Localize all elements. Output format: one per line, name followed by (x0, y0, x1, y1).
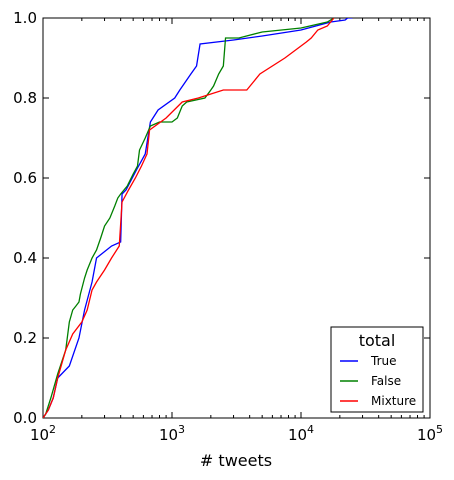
y-tick-label: 0.2 (13, 329, 37, 347)
legend-label-false: False (371, 374, 401, 388)
series-line-true (43, 18, 353, 418)
legend-label-true: True (370, 354, 397, 368)
x-tick-label: 105 (417, 423, 443, 444)
x-axis-label: # tweets (200, 451, 272, 470)
series-line-false (43, 18, 335, 418)
legend-title: total (359, 331, 396, 350)
y-tick-label: 0.8 (13, 89, 37, 107)
tick-labels: 0.0 0.2 0.4 0.6 0.8 1.0 102 103 104 105 (13, 9, 443, 444)
y-tick-label: 0.0 (13, 409, 37, 427)
x-tick-label: 104 (288, 423, 314, 444)
legend-box (330, 326, 424, 413)
legend: total True False Mixture (330, 326, 424, 413)
y-tick-label: 0.4 (13, 249, 37, 267)
series-lines (43, 18, 353, 418)
x-tick-label: 102 (30, 423, 56, 444)
x-tick-label: 103 (159, 423, 185, 444)
y-tick-label: 1.0 (13, 9, 37, 27)
series-line-mixture (43, 18, 335, 418)
axis-ticks (42, 17, 431, 419)
legend-label-mixture: Mixture (371, 394, 416, 408)
y-tick-label: 0.6 (13, 169, 37, 187)
